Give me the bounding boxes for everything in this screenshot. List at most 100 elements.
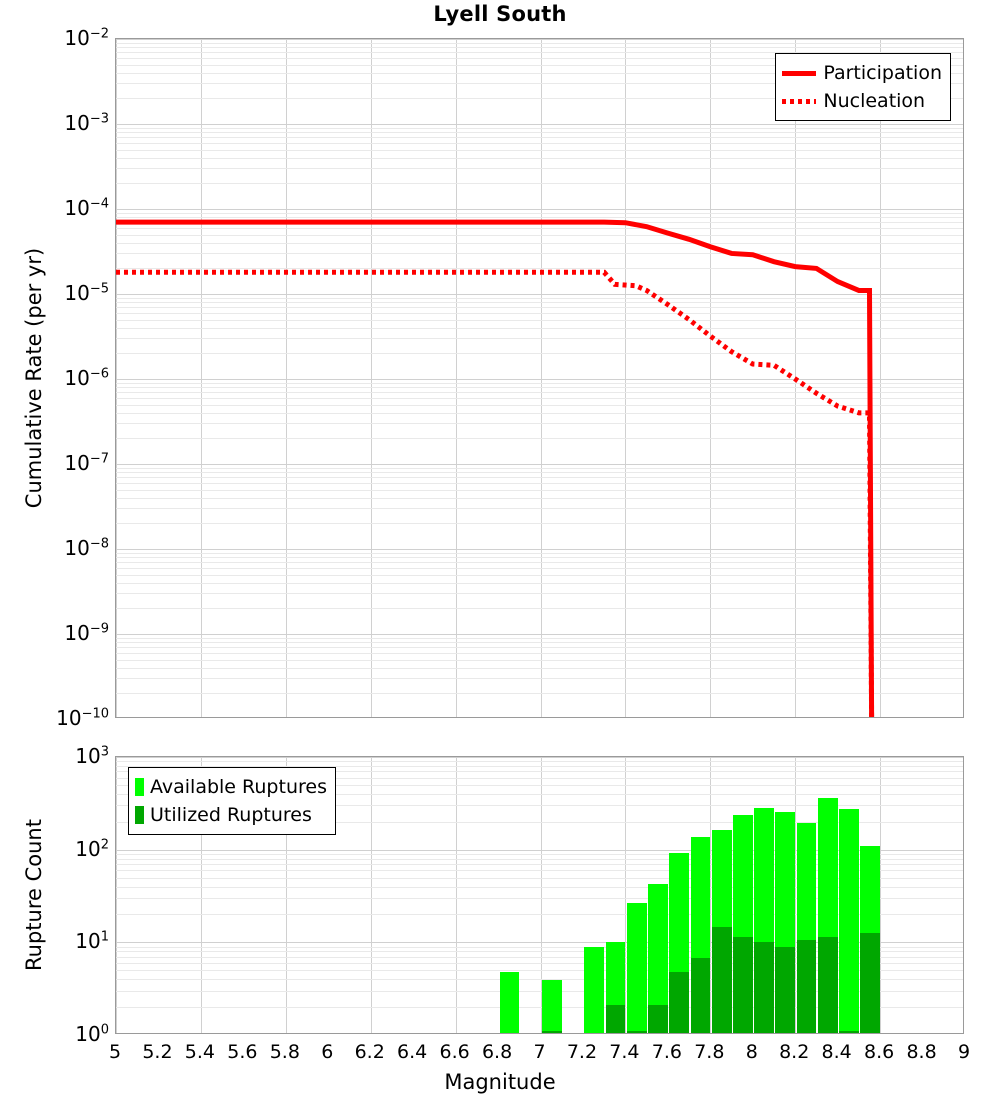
gridline-horizontal — [116, 124, 963, 125]
gridline-horizontal — [116, 438, 963, 440]
gridline-horizontal — [116, 294, 963, 295]
bottom-y-axis-title: Rupture Count — [22, 819, 46, 971]
gridline-horizontal — [116, 853, 963, 855]
gridline-horizontal — [116, 652, 963, 654]
gridline-horizontal — [116, 477, 963, 479]
x-tick-label: 7.6 — [651, 1041, 682, 1063]
gridline-horizontal — [116, 297, 963, 299]
gridline-horizontal — [116, 83, 963, 85]
legend-label-nucleation: Nucleation — [823, 90, 926, 112]
bar-utilized — [775, 946, 796, 1033]
gridline-horizontal — [116, 132, 963, 134]
legend-item-utilized[interactable]: Utilized Ruptures — [135, 801, 327, 829]
bar-utilized — [648, 1005, 668, 1033]
x-tick-label: 7 — [533, 1041, 546, 1063]
x-tick-label: 7.8 — [694, 1041, 725, 1063]
bar-group — [563, 757, 583, 1033]
gridline-horizontal — [116, 234, 963, 236]
gridline-horizontal — [116, 942, 963, 944]
gridline-horizontal — [116, 784, 963, 786]
bar-available — [648, 883, 668, 1033]
gridline-horizontal — [116, 567, 963, 569]
x-tick-label: 5 — [108, 1041, 122, 1063]
bar-utilized — [860, 933, 881, 1033]
x-tick-label: 9 — [957, 1041, 971, 1063]
x-tick-label: 6.4 — [397, 1041, 428, 1063]
gridline-horizontal — [116, 489, 963, 491]
page-title: Lyell South — [433, 2, 567, 26]
gridline-horizontal — [116, 946, 963, 948]
legend-item-nucleation[interactable]: Nucleation — [782, 87, 942, 115]
gridline-horizontal — [116, 268, 963, 270]
bar-utilized — [839, 1031, 859, 1033]
cumulative-rate-plot: Participation Nucleation — [115, 38, 964, 718]
x-tick-label: 5.4 — [184, 1041, 215, 1063]
gridline-horizontal — [116, 562, 963, 564]
bar-group — [860, 757, 881, 1033]
gridline-horizontal — [116, 64, 963, 66]
gridline-horizontal — [116, 242, 963, 244]
bar-group — [733, 757, 753, 1033]
gridline-horizontal — [116, 523, 963, 525]
x-tick-label: 6 — [321, 1041, 334, 1063]
gridline-vertical — [455, 39, 457, 717]
y-tick-label: 103 — [75, 744, 109, 768]
y-tick-label: 100 — [75, 1022, 109, 1046]
gridline-horizontal — [116, 404, 963, 406]
bar-group — [711, 757, 732, 1033]
gridline-horizontal — [116, 574, 963, 576]
top-gridlines — [116, 39, 963, 717]
gridline-horizontal — [116, 212, 963, 214]
nucleation-line-icon — [782, 98, 817, 104]
gridline-horizontal — [116, 397, 963, 399]
gridline-vertical — [795, 757, 797, 1033]
gridline-horizontal — [116, 678, 963, 680]
gridline-vertical — [116, 39, 117, 717]
y-tick-label: 10−3 — [64, 111, 109, 135]
gridline-horizontal — [116, 549, 963, 550]
gridline-horizontal — [116, 821, 963, 823]
gridline-vertical — [116, 757, 117, 1033]
gridline-vertical — [540, 757, 542, 1033]
gridline-horizontal — [116, 379, 963, 380]
bar-utilized — [796, 940, 817, 1033]
gridline-horizontal — [116, 127, 963, 129]
bar-available — [499, 972, 520, 1033]
x-tick-label: 7.2 — [566, 1041, 598, 1063]
gridline-horizontal — [116, 157, 963, 159]
gridline-vertical — [880, 757, 882, 1033]
bar-utilized — [626, 1031, 647, 1033]
gridline-horizontal — [116, 757, 963, 758]
x-tick-label: 8 — [745, 1041, 758, 1063]
gridline-horizontal — [116, 805, 963, 807]
gridline-horizontal — [116, 57, 963, 59]
gridline-horizontal — [116, 777, 963, 779]
bar-available — [839, 809, 859, 1033]
bar-group — [817, 757, 838, 1033]
top-legend: Participation Nucleation — [775, 53, 951, 121]
bar-group — [648, 757, 668, 1033]
gridline-horizontal — [116, 956, 963, 958]
gridline-vertical — [540, 39, 542, 717]
gridline-horizontal — [116, 793, 963, 795]
gridline-vertical — [200, 39, 202, 717]
bottom-legend: Available Ruptures Utilized Ruptures — [128, 767, 336, 835]
gridline-horizontal — [116, 761, 963, 763]
x-tick-label: 5.6 — [227, 1041, 258, 1063]
gridline-horizontal — [116, 979, 963, 981]
gridline-horizontal — [116, 970, 963, 972]
gridline-horizontal — [116, 319, 963, 321]
gridline-horizontal — [116, 647, 963, 649]
gridline-horizontal — [116, 634, 963, 635]
gridline-horizontal — [116, 39, 963, 40]
curve-nucleation — [116, 269, 875, 717]
legend-item-participation[interactable]: Participation — [782, 59, 942, 87]
x-tick-label: 8.4 — [821, 1041, 852, 1063]
bar-available — [584, 946, 605, 1033]
legend-item-available[interactable]: Available Ruptures — [135, 773, 327, 801]
y-tick-label: 102 — [75, 836, 109, 861]
y-tick-label: 10−8 — [64, 536, 109, 560]
x-tick-label: 5.2 — [142, 1041, 173, 1063]
curve-canvas — [116, 219, 875, 717]
bar-utilized — [754, 942, 774, 1033]
